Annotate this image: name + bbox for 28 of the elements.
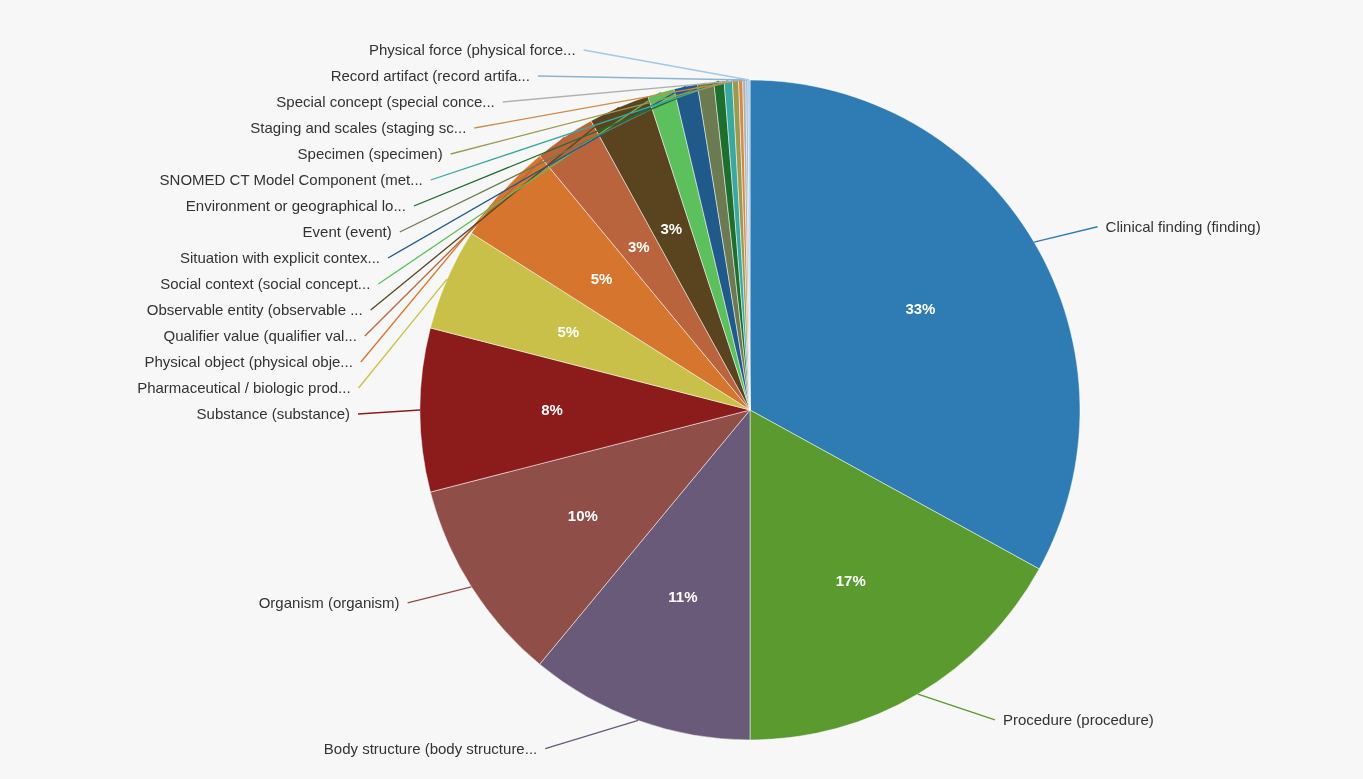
slice-label: Body structure (body structure... <box>323 739 538 757</box>
slice-label: Event (event) <box>302 223 392 241</box>
slice-label: Qualifier value (qualifier val... <box>163 327 357 345</box>
slice-label: Observable entity (observable ... <box>146 301 363 319</box>
data-label: 10% <box>567 507 598 525</box>
slice-label: Staging and scales (staging sc... <box>250 119 467 137</box>
data-label: 17% <box>835 571 866 589</box>
slice-label: Organism (organism) <box>258 594 400 612</box>
data-label: 8% <box>541 401 563 419</box>
slice-label: Special concept (special conce... <box>276 93 495 111</box>
slice-label: Social context (social concept... <box>160 275 371 293</box>
slice-label: Record artifact (record artifa... <box>330 67 530 85</box>
slice-label: Situation with explicit contex... <box>179 249 380 267</box>
slice-label: Specimen (specimen) <box>297 145 443 163</box>
slice-label: Physical object (physical obje... <box>144 353 353 371</box>
data-label: 11% <box>668 587 698 605</box>
slice-label: SNOMED CT Model Component (met... <box>159 171 423 189</box>
data-label: 3% <box>660 219 683 237</box>
data-label: 5% <box>590 270 613 288</box>
data-label: 3% <box>627 237 650 255</box>
data-label: 33% <box>905 300 936 318</box>
slice-label: Procedure (procedure) <box>1002 711 1154 729</box>
data-label: 5% <box>557 322 580 340</box>
slice-label: Substance (substance) <box>196 405 351 423</box>
slice-label: Physical force (physical force... <box>368 41 576 59</box>
slice-label: Environment or geographical lo... <box>185 197 406 215</box>
slice-label: Pharmaceutical / biologic prod... <box>137 379 351 397</box>
slice-label: Clinical finding (finding) <box>1105 218 1261 235</box>
